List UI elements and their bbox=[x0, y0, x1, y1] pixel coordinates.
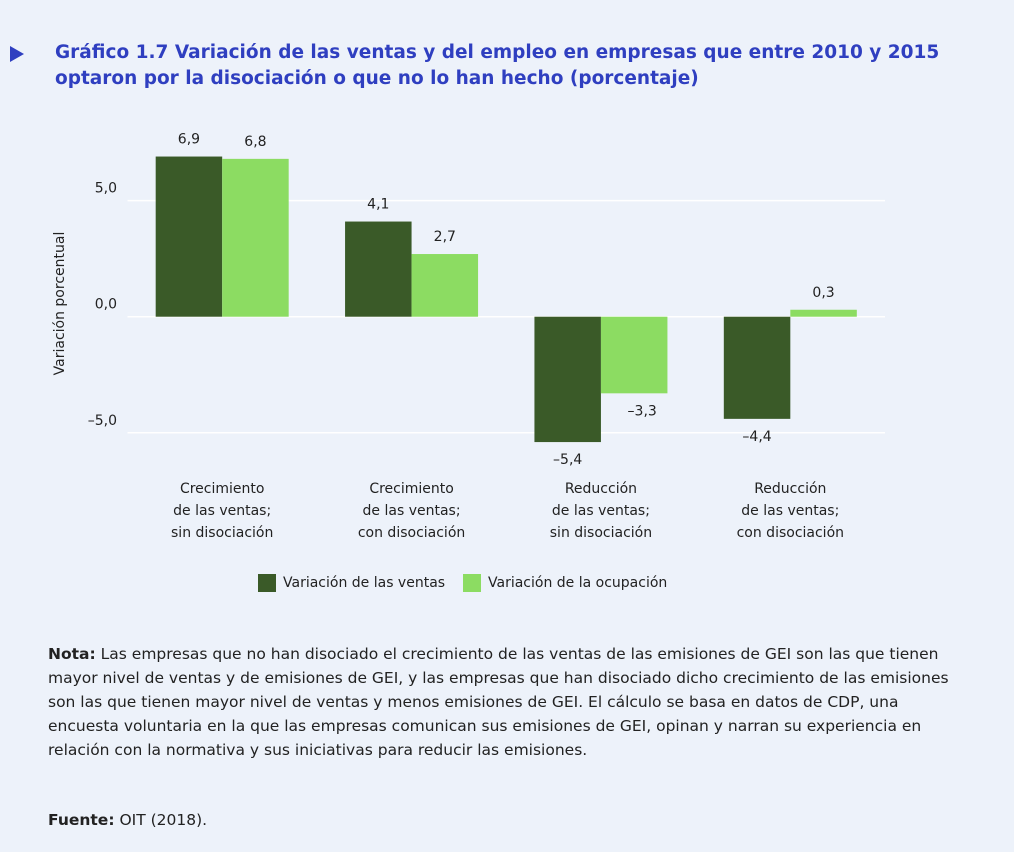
bar bbox=[790, 309, 857, 317]
value-label: 0,3 bbox=[812, 285, 834, 301]
source-label: Fuente: bbox=[48, 811, 115, 829]
value-label: 4,1 bbox=[367, 197, 389, 213]
source: Fuente: OIT (2018). bbox=[48, 808, 968, 832]
x-tick-label: Crecimiento bbox=[180, 481, 265, 497]
legend-swatch bbox=[463, 574, 481, 592]
note-label: Nota: bbox=[48, 645, 96, 663]
x-tick-label: de las ventas; bbox=[741, 503, 839, 519]
marker bbox=[10, 46, 24, 62]
value-label: –4,4 bbox=[742, 429, 771, 445]
value-label: 2,7 bbox=[434, 229, 456, 245]
note-text: Las empresas que no han disociado el cre… bbox=[48, 645, 949, 759]
x-tick-label: Crecimiento bbox=[369, 481, 454, 497]
chart: –5,0 0,0 5,0 Variación porcentual Crecimient… bbox=[52, 132, 885, 592]
x-tick-label: de las ventas; bbox=[552, 503, 650, 519]
bar bbox=[600, 316, 668, 394]
value-label: 6,8 bbox=[244, 134, 266, 150]
bar bbox=[411, 254, 479, 317]
bar bbox=[222, 158, 289, 317]
source-text: OIT (2018). bbox=[119, 811, 208, 829]
value-label: 6,9 bbox=[178, 132, 200, 148]
bar bbox=[723, 316, 791, 419]
y-tick-label: –5,0 bbox=[88, 413, 117, 429]
x-tick-label: de las ventas; bbox=[363, 503, 461, 519]
x-tick-label: con disociación bbox=[358, 525, 465, 541]
value-label: –5,4 bbox=[553, 452, 582, 468]
legend-swatch bbox=[258, 574, 276, 592]
y-axis-label: Variación porcentual bbox=[52, 232, 68, 376]
value-label: –3,3 bbox=[628, 403, 657, 419]
bar bbox=[345, 221, 412, 317]
note: Nota: Las empresas que no han disociado … bbox=[48, 642, 968, 762]
x-tick-label: Reducción bbox=[565, 481, 637, 497]
y-tick-label: 5,0 bbox=[95, 181, 117, 197]
legend-label: Variación de las ventas bbox=[283, 575, 445, 591]
y-tick-label: 0,0 bbox=[95, 297, 117, 313]
x-tick-label: de las ventas; bbox=[173, 503, 271, 519]
legend-label: Variación de la ocupación bbox=[488, 575, 667, 591]
x-tick-label: sin disociación bbox=[171, 525, 273, 541]
bar bbox=[534, 316, 601, 443]
chart-title: Gráfico 1.7 Variación de las ventas y de… bbox=[55, 42, 940, 89]
x-tick-label: con disociación bbox=[737, 525, 844, 541]
bar bbox=[155, 156, 223, 317]
x-tick-label: sin disociación bbox=[550, 525, 652, 541]
x-tick-label: Reducción bbox=[754, 481, 826, 497]
